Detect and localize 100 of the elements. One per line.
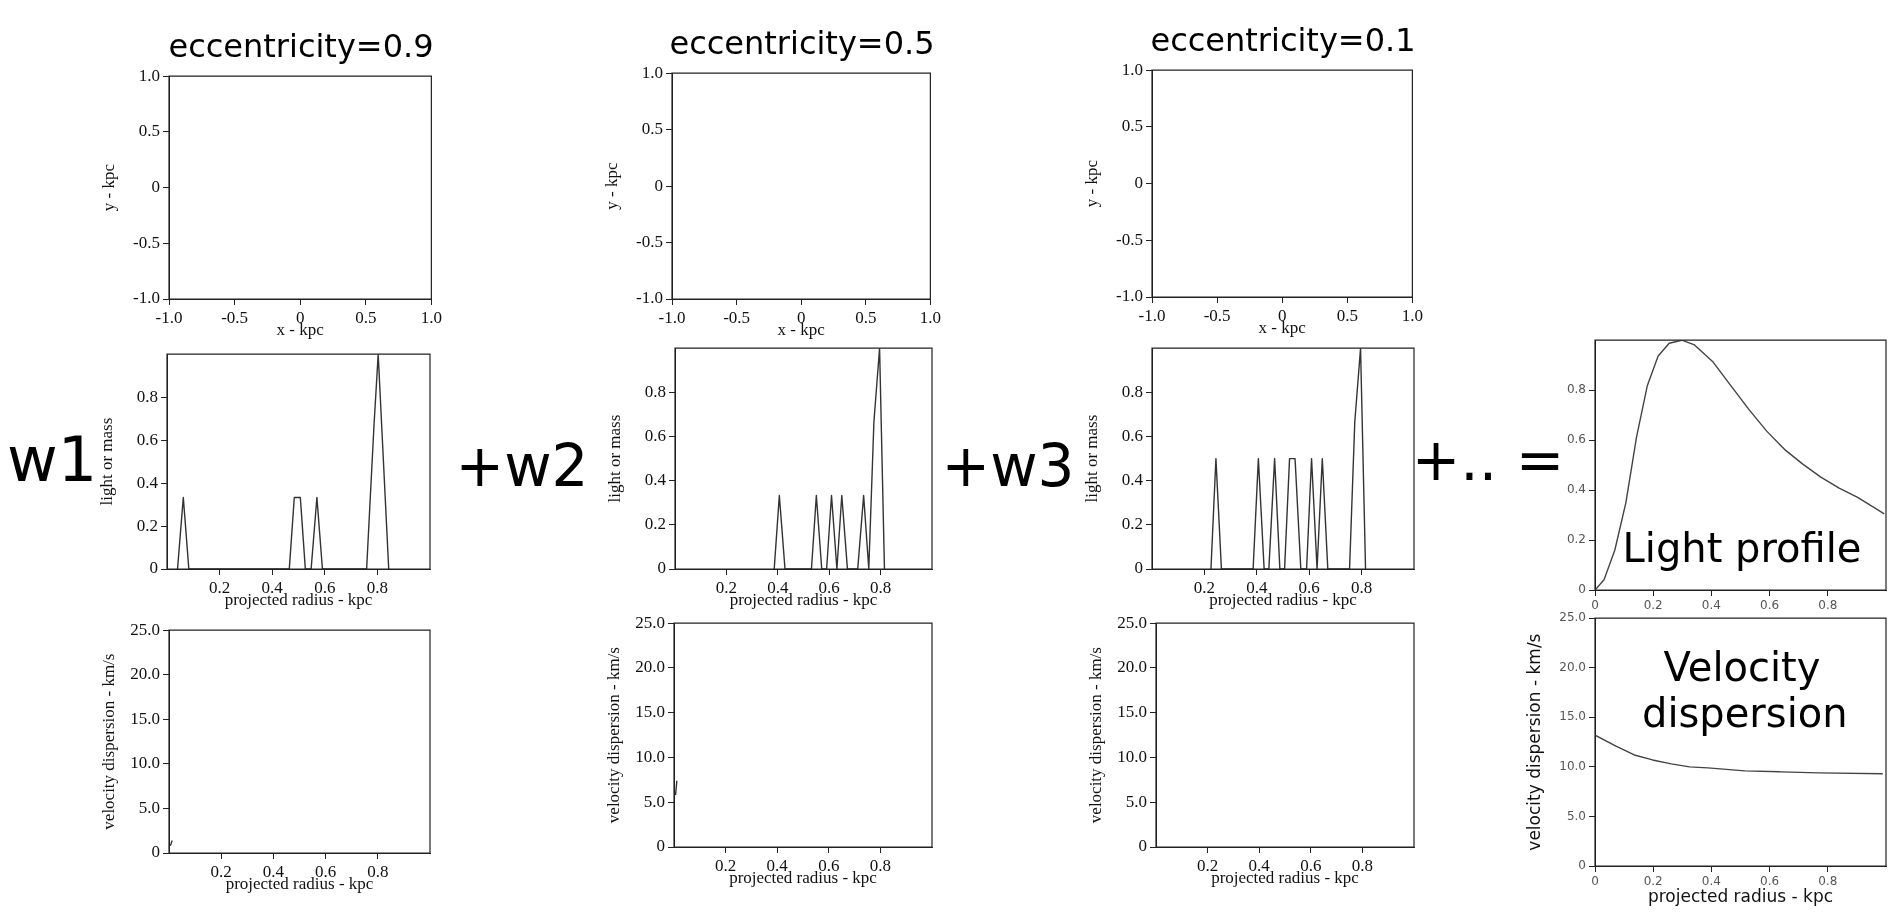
x-tick-label: -0.5 (221, 307, 249, 327)
x-tick-label: 0.8 (367, 861, 389, 881)
y-axis-title: y - kpc (601, 162, 621, 210)
x-axis-title: projected radius - kpc (1647, 886, 1834, 907)
x-tick-label: 0.5 (855, 307, 877, 327)
y-tick-label: 0 (656, 836, 665, 856)
y-tick-label: 20.0 (1559, 659, 1586, 674)
x-tick-label: 0.2 (1643, 598, 1663, 613)
y-axis-title: velocity dispersion - km/s (98, 653, 118, 830)
x-tick-label: 0.8 (1818, 874, 1838, 889)
y-tick-label: -0.5 (636, 232, 663, 252)
y-tick-label: 0 (1138, 836, 1147, 856)
y-tick-label: -1.0 (133, 288, 160, 308)
text: w1 (6, 423, 98, 497)
y-tick-label: 0.6 (1566, 432, 1586, 447)
x-tick-label: 0.8 (366, 577, 389, 597)
y-tick-label: 25.0 (1559, 610, 1586, 625)
y-tick-label: 0 (151, 842, 160, 862)
y-tick-label: 0.4 (1566, 482, 1586, 497)
y-axis-title: y - kpc (98, 163, 118, 212)
y-tick-label: 5.0 (1566, 808, 1586, 823)
chart-title: eccentricity=0.5 (669, 24, 935, 62)
y-tick-label: 5.0 (1125, 791, 1147, 811)
y-tick-label: 0 (149, 558, 158, 578)
y-tick-label: 0.8 (1566, 382, 1586, 397)
x-tick-label: 0.5 (1336, 305, 1358, 325)
x-tick-label: 0.4 (1701, 874, 1721, 889)
y-tick-label: -1.0 (1116, 286, 1143, 306)
y-tick-label: 0 (654, 175, 663, 195)
y-tick-label: 0.2 (1121, 514, 1143, 534)
y-tick-label: 0 (1134, 173, 1143, 193)
annotation: Light profile (1622, 525, 1862, 571)
y-tick-label: 15.0 (1117, 702, 1147, 722)
y-tick-label: 20.0 (1117, 657, 1147, 677)
x-tick-label: 0.8 (1351, 855, 1374, 875)
y-tick-label: 0.4 (1121, 470, 1144, 490)
y-tick-label: -0.5 (133, 232, 160, 252)
y-tick-label: 10.0 (1559, 759, 1586, 774)
y-tick-label: 10.0 (130, 753, 160, 773)
x-tick-label: 0.8 (1350, 577, 1373, 597)
y-tick-label: 10.0 (1117, 746, 1147, 766)
x-tick-label: 0.2 (1193, 577, 1216, 597)
y-tick-label: 5.0 (138, 797, 160, 817)
x-tick-label: 1.0 (919, 307, 941, 327)
y-tick-label: 0.4 (644, 470, 667, 490)
x-tick-label: 0.4 (1246, 577, 1268, 597)
chart-title: eccentricity=0.9 (168, 27, 434, 65)
x-tick-label: 0.8 (869, 577, 892, 597)
x-tick-label: 1.0 (420, 307, 442, 327)
y-axis-title: y - kpc (1081, 159, 1101, 208)
y-tick-label: 0.5 (641, 119, 663, 139)
y-tick-label: 0 (1134, 558, 1143, 578)
y-tick-label: 5.0 (643, 791, 665, 811)
y-tick-label: 1.0 (138, 65, 160, 85)
y-tick-label: 0.6 (1121, 425, 1143, 445)
y-tick-label: 0.2 (136, 515, 158, 535)
y-tick-label: 0.8 (644, 381, 666, 401)
text: +w2 (455, 431, 589, 500)
y-tick-label: 25.0 (1117, 612, 1147, 632)
y-tick-label: 0.6 (644, 425, 666, 445)
y-tick-label: 10.0 (635, 746, 665, 766)
y-axis-title: velocity dispersion - km/s (1523, 633, 1544, 851)
x-tick-label: 0.6 (1760, 598, 1780, 613)
y-tick-label: 0.2 (644, 514, 666, 534)
y-tick-label: -1.0 (636, 288, 663, 308)
y-tick-label: -0.5 (1116, 229, 1143, 249)
y-tick-label: 20.0 (130, 664, 160, 684)
y-tick-label: 25.0 (130, 619, 160, 639)
y-tick-label: 0 (657, 558, 666, 578)
y-axis-title: light or mass (96, 417, 116, 506)
y-tick-label: 15.0 (1559, 709, 1586, 724)
x-tick-label: 0.8 (869, 855, 892, 875)
x-tick-label: 1.0 (1401, 305, 1423, 325)
y-tick-label: 1.0 (1121, 59, 1143, 79)
x-tick-label: 0.8 (1818, 598, 1838, 613)
x-tick-label: 0.5 (355, 307, 377, 327)
y-tick-label: 15.0 (130, 708, 160, 728)
x-tick-label: 0.2 (1643, 874, 1663, 889)
y-tick-label: 25.0 (635, 612, 665, 632)
x-tick-label: 0.4 (1701, 598, 1721, 613)
y-tick-label: 0.8 (136, 386, 158, 406)
y-tick-label: 0.5 (1121, 116, 1143, 136)
y-axis-title: velocity dispersion - km/s (1085, 647, 1105, 824)
y-tick-label: 0 (151, 177, 160, 197)
x-tick-label: 0 (1591, 598, 1599, 613)
y-tick-label: 0.4 (136, 472, 159, 492)
x-tick-label: 0 (1591, 874, 1599, 889)
x-tick-label: 0.6 (1760, 874, 1780, 889)
y-tick-label: 1.0 (641, 62, 663, 82)
y-axis-title: velocity dispersion - km/s (603, 647, 623, 824)
y-axis-title: light or mass (1081, 414, 1101, 503)
y-tick-label: 0.8 (1121, 381, 1143, 401)
chart-title: eccentricity=0.1 (1150, 21, 1416, 59)
y-tick-label: 20.0 (635, 657, 665, 677)
x-tick-label: -0.5 (723, 307, 751, 327)
y-tick-label: 0.6 (136, 429, 158, 449)
annotation: +.. = (1411, 425, 1565, 494)
annotation: Velocity dispersion (1642, 644, 1848, 736)
x-tick-label: -0.5 (1203, 305, 1231, 325)
y-axis-title: light or mass (604, 414, 624, 503)
